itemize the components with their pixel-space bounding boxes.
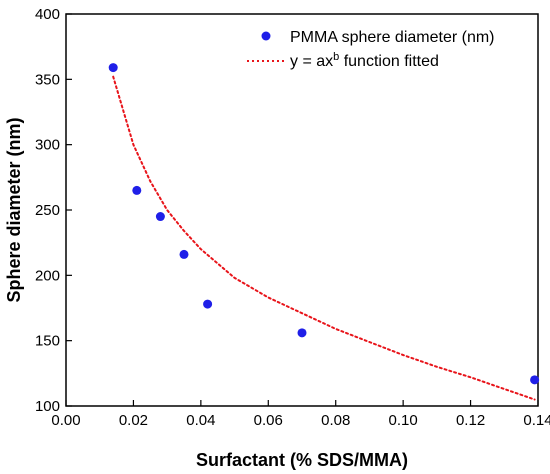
legend: PMMA sphere diameter (nm) y = axb functi… [247,29,495,70]
legend-label-fit: y = axb function fitted [290,51,439,70]
legend-marker-scatter [261,31,271,41]
legend-label-scatter: PMMA sphere diameter (nm) [290,29,495,46]
x-tick-label: 0.04 [186,412,215,429]
fit-curve-line [112,75,536,401]
x-tick-label: 0.08 [321,412,350,429]
legend-fit-superscript: b [333,51,339,63]
x-tick-label: 0.14 [523,412,550,429]
fit-curve-layer [112,75,536,401]
data-point [297,328,307,338]
data-point [155,212,165,222]
x-tick-label: 0.12 [456,412,485,429]
y-tick-label: 200 [35,267,60,284]
y-tick-label: 300 [35,137,60,154]
legend-fit-suffix: function fitted [339,53,439,70]
y-tick-label: 100 [35,398,60,415]
data-point [132,185,142,195]
x-tick-label: 0.06 [254,412,283,429]
plot-area [65,13,539,407]
data-point [203,299,213,309]
y-tick-label: 350 [35,71,60,88]
data-point [530,375,540,385]
x-tick-label: 0.10 [389,412,418,429]
axis-ticks: 0.00 0.02 0.04 0.06 0.08 0.10 0.12 0.14 100 150 20… [35,6,550,429]
data-point [179,249,189,259]
y-tick-label: 150 [35,333,60,350]
x-axis-title: Surfactant (% SDS/MMA) [196,450,408,470]
legend-fit-prefix: y = ax [290,53,333,70]
x-tick-label: 0.00 [51,412,80,429]
data-point [108,63,118,73]
y-axis-title: Sphere diameter (nm) [4,117,24,302]
y-tick-label: 400 [35,6,60,23]
x-tick-label: 0.02 [119,412,148,429]
data-points-layer [108,63,540,385]
y-tick-label: 250 [35,202,60,219]
